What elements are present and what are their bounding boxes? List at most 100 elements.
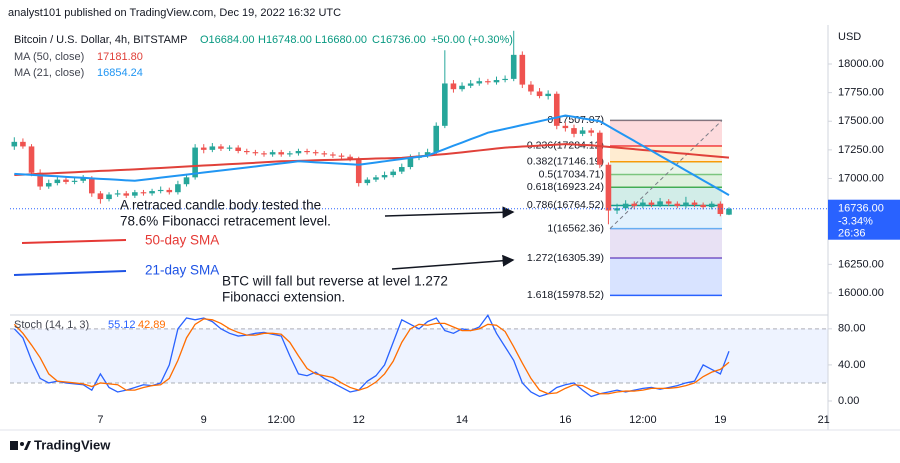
candle-body (295, 151, 302, 154)
candle-body (63, 179, 69, 182)
candle-body (510, 54, 517, 79)
candle-body (657, 201, 663, 205)
annotation: A retraced candle body tested the (120, 198, 321, 213)
candle-body (390, 171, 396, 176)
y-tick-label: 18000.00 (838, 58, 884, 70)
series-line (14, 143, 730, 177)
candle-body (132, 192, 138, 196)
candle-body (562, 125, 569, 129)
candle-body (364, 179, 371, 184)
fib-label: 0.236(17284.12) (527, 140, 604, 152)
fib-label: 0.786(16764.52) (527, 199, 604, 211)
candle-body (45, 183, 52, 187)
stoch-value: 55.12 (108, 319, 136, 331)
candle-body (54, 179, 61, 184)
fib-label: 0.5(17034.71) (539, 168, 604, 180)
fib-zone (610, 205, 722, 229)
candle-body (640, 202, 646, 206)
candle-body (442, 83, 448, 126)
y-tick-label: 40.00 (838, 359, 866, 371)
candle-body (243, 151, 250, 153)
candle-body (459, 85, 465, 90)
candle-body (235, 147, 241, 152)
x-tick-label: 14 (456, 414, 468, 426)
candle-body (321, 153, 328, 155)
stoch-band (10, 328, 828, 383)
fib-label: 0.618(16923.24) (527, 181, 604, 193)
fib-label: 1(16562.36) (547, 222, 604, 234)
ohlc-label: +50.00 (+0.30%) (431, 34, 513, 46)
candle-body (37, 172, 43, 187)
candle-body (433, 125, 440, 153)
fib-label: 1.618(15978.52) (527, 289, 604, 301)
price-change: -3.34% (838, 216, 873, 228)
candle-body (183, 177, 190, 185)
candle-body (218, 146, 224, 149)
candle-body (200, 147, 207, 150)
stoch-title: Stoch (14, 1, 3) (14, 319, 89, 331)
candle-body (726, 208, 732, 215)
y-tick-label: 0.00 (838, 395, 859, 407)
price-tag-label: 16736.00 (838, 203, 884, 215)
candle-body (123, 193, 130, 196)
ma-name: MA (21, close) (14, 67, 84, 79)
x-tick-label: 12 (353, 414, 365, 426)
candle-body (467, 83, 474, 86)
x-tick-label: 12:00 (629, 414, 657, 426)
arrow (384, 206, 515, 219)
candle-body (192, 147, 198, 178)
candle-body (330, 154, 336, 156)
series-line (13, 318, 730, 395)
candle-body (149, 191, 155, 194)
candle-body (579, 130, 586, 134)
candle-body (97, 193, 104, 200)
fib-label: 0.382(17146.19) (527, 156, 604, 168)
ma-name: MA (50, close) (14, 51, 84, 63)
candle-body (80, 178, 86, 181)
stoch-value: 42.89 (138, 319, 166, 331)
arrow (391, 254, 515, 270)
ohlc-label: H16748.00 (258, 34, 312, 46)
fib-zone (610, 258, 722, 296)
candle-body (226, 147, 233, 149)
candle-body (700, 204, 706, 208)
candle-body (175, 184, 181, 193)
annotation: 78.6% Fibonacci retracement level. (120, 214, 331, 229)
series-line (13, 314, 730, 398)
x-tick-label: 21 (818, 414, 830, 426)
symbol-title: Bitcoin / U.S. Dollar, 4h, BITSTAMP (14, 34, 187, 46)
candle-body (545, 93, 551, 97)
candle-body (536, 91, 543, 97)
candle-body (553, 93, 560, 126)
candle-body (20, 141, 26, 147)
candle-body (485, 81, 491, 83)
x-tick-label: 9 (201, 414, 207, 426)
y-tick-label: 17750.00 (838, 87, 884, 99)
candle-body (683, 202, 689, 206)
candle-body (588, 130, 595, 133)
candle-body (11, 141, 18, 147)
candle-body (71, 180, 78, 182)
candle-body (106, 194, 112, 200)
fib-label: 1.272(16305.39) (527, 252, 604, 264)
candle-body (157, 189, 164, 192)
header: analyst101 published on TradingView.com,… (8, 7, 341, 19)
candle-body (166, 189, 173, 193)
candle-body (398, 167, 405, 172)
fib-zone (610, 120, 722, 146)
candle-body (28, 146, 35, 173)
candle-body (312, 152, 319, 154)
y-tick-label: 16250.00 (838, 258, 884, 270)
footer-logo (10, 441, 31, 450)
candle-body (528, 84, 534, 92)
x-tick-label: 12:00 (267, 414, 295, 426)
candle-body (338, 155, 345, 157)
legend-stroke (13, 270, 127, 276)
candle-body (424, 152, 431, 156)
candle-body (605, 164, 612, 211)
candle-body (691, 202, 698, 205)
y-tick-label: 17000.00 (838, 172, 884, 184)
candle-body (261, 153, 267, 155)
fib-zone (610, 228, 722, 259)
